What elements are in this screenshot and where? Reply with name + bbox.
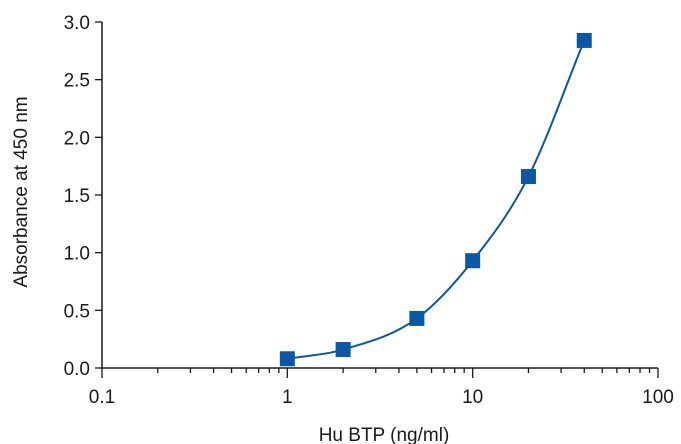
- data-point: [465, 253, 481, 269]
- data-points: [279, 32, 592, 367]
- x-tick-label: 1: [282, 387, 293, 408]
- x-tick-label: 0.1: [89, 387, 115, 408]
- x-axis-title: Hu BTP (ng/ml): [319, 425, 450, 444]
- x-tick-label: 100: [642, 387, 674, 408]
- data-point: [335, 342, 351, 358]
- y-tick-label: 0.0: [64, 359, 90, 380]
- data-point: [576, 32, 592, 48]
- y-tick-label: 2.5: [64, 71, 90, 92]
- data-point: [409, 310, 425, 326]
- y-tick-label: 1.5: [64, 186, 90, 207]
- y-tick-label: 0.5: [64, 301, 90, 322]
- y-tick-label: 2.0: [64, 128, 90, 149]
- fit-curve: [287, 40, 586, 360]
- y-axis-title: Absorbance at 450 nm: [11, 96, 32, 287]
- data-point: [279, 351, 295, 367]
- fit-curve-layer: [287, 40, 586, 360]
- y-tick-label: 1.0: [64, 244, 90, 265]
- y-ticks: 0.0 0.5 1.0 1.5 2.0 2.5 3.0: [64, 13, 102, 380]
- data-point: [520, 169, 536, 185]
- y-tick-label: 3.0: [64, 13, 90, 34]
- x-tick-label: 10: [462, 387, 483, 408]
- axes: [101, 22, 658, 369]
- x-ticks: 0.1 1 10 100: [89, 368, 674, 408]
